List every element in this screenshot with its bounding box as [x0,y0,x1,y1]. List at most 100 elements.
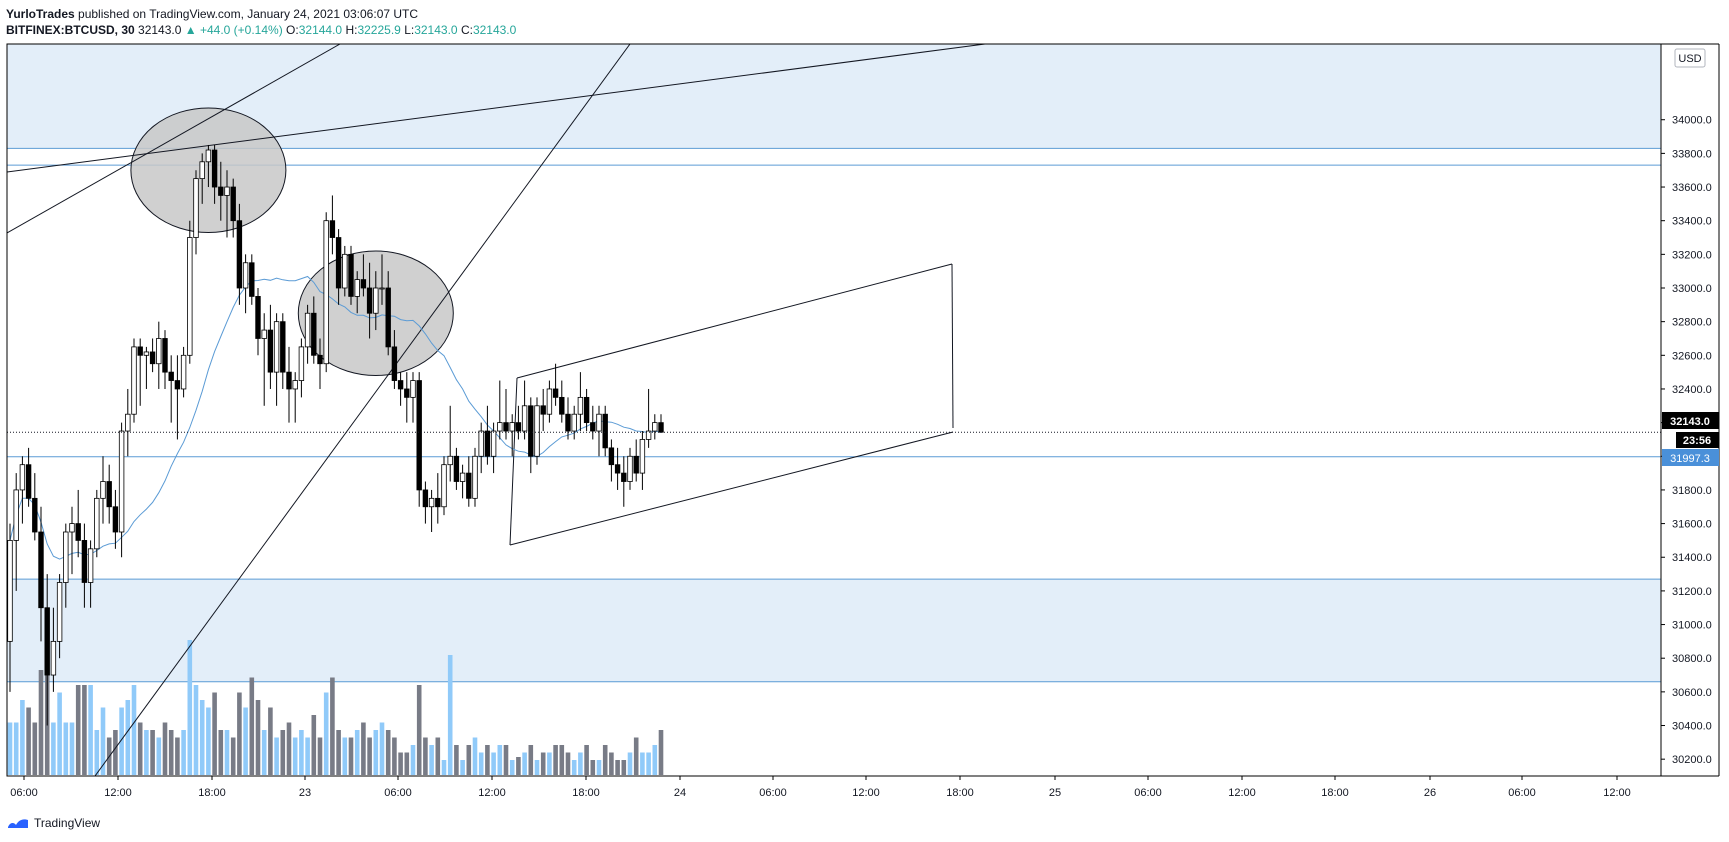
candle-62 [391,330,398,389]
candle-body-60 [379,287,385,290]
close-value: 32143.0 [472,23,517,37]
time-tick-label-2: 18:00 [198,787,226,799]
candle-97 [608,439,615,482]
volume-bar-68 [429,745,434,775]
volume-bar-100 [627,752,633,775]
candle-81 [509,414,515,457]
change-text: ▲ +44.0 (+0.14%) [184,23,283,37]
candle-body-40 [255,296,261,339]
candle-body-95 [596,413,602,432]
volume-bar-59 [373,730,379,775]
currency-button[interactable] [1674,48,1706,68]
candle-body-63 [397,380,404,390]
candle-57 [360,254,367,297]
price-tick-label-3: 33400.0 [1672,216,1712,228]
volume-bar-71 [447,655,453,775]
time-tick-label-16: 06:00 [1508,787,1536,799]
candle-66 [416,372,422,507]
time-axis[interactable]: 06:00 12:00 18:00 23 06:00 12:00 18:00 24 06:00 1… [10,776,1631,799]
candle-37 [236,203,243,305]
candle-body-103 [645,430,652,440]
price-tick-label-11: 31800.0 [1672,485,1712,497]
candle-101 [633,439,639,482]
candle-34 [218,161,224,221]
candle-body-8 [56,582,63,642]
price-tick-label-18: 30400.0 [1672,721,1712,733]
candle-39 [249,254,255,305]
candle-58 [366,262,373,339]
volume-bar-97 [609,752,614,775]
volume-bar-9 [63,722,69,775]
candle-body-36 [230,186,236,222]
candle-54 [342,245,348,297]
candle-body-64 [404,388,410,398]
last-price-badge [1662,412,1719,429]
candle-body-67 [422,489,429,508]
candle-48 [304,304,311,364]
candle-29 [187,220,193,364]
candle-body-105 [658,422,664,433]
candle-body-16 [106,481,112,508]
volume-bar-5 [38,670,44,775]
candle-body-35 [224,186,230,196]
candle-31 [199,153,205,204]
candle-30 [193,170,199,255]
candle-body-31 [199,161,205,180]
candle-98 [614,447,621,490]
price-tick-label-8: 32400.0 [1672,384,1712,396]
candle-23 [149,338,156,373]
candle-body-10 [69,523,75,533]
candle-body-20 [131,346,137,415]
candle-body-25 [162,338,168,373]
candle-body-33 [211,149,218,188]
candle-64 [404,372,410,423]
last-price-text: 32143.0 [138,23,182,37]
candle-body-86 [540,405,546,415]
candle-9 [63,523,69,608]
time-tick-label-6: 18:00 [572,787,600,799]
volume-bar-0 [7,722,13,775]
volume-bar-72 [454,745,459,775]
candles-layer[interactable] [7,144,664,726]
candle-body-48 [304,312,311,348]
volume-bar-70 [441,760,447,775]
candle-32 [205,144,212,188]
footer-brand[interactable]: TradingView [6,815,100,831]
volume-bar-75 [472,737,478,775]
candle-8 [56,574,63,659]
time-tick-label-11: 25 [1049,787,1061,799]
volume-bar-104 [652,745,658,775]
candle-body-82 [515,422,522,432]
currency-button-label[interactable]: USD [1678,53,1701,65]
candle-body-12 [81,540,88,583]
trendline-0 [7,44,986,173]
volume-bar-65 [410,745,416,775]
volume-bar-53 [336,730,341,775]
author-name[interactable]: YurloTrades [6,7,75,21]
price-axis[interactable]: 34000.0 33800.0 33600.0 33400.0 33200.0 33000… [1661,115,1712,766]
volume-bar-77 [485,745,490,775]
candle-92 [577,372,584,432]
candle-body-59 [373,287,379,314]
volume-bar-43 [274,737,279,775]
volume-bar-32 [206,707,211,775]
price-tick-label-16: 30800.0 [1672,653,1712,665]
candle-body-34 [218,186,224,196]
level-badge-text: 31997.3 [1670,453,1710,465]
candle-body-29 [187,237,193,356]
symbol-label[interactable]: BITFINEX:BTCUSD, 30 [6,23,135,37]
volume-bar-58 [367,737,372,775]
volume-bar-102 [640,752,645,775]
candle-20 [131,338,137,423]
candle-body-1 [13,489,19,541]
candle-68 [428,489,435,532]
footer-brand-label: TradingView [34,816,101,830]
volume-bar-80 [503,745,509,775]
close-label: C: [460,23,473,37]
candle-body-77 [484,430,491,457]
candle-body-28 [180,354,187,390]
volume-bar-37 [237,692,242,775]
candle-40 [255,288,261,356]
candle-15 [100,456,106,524]
